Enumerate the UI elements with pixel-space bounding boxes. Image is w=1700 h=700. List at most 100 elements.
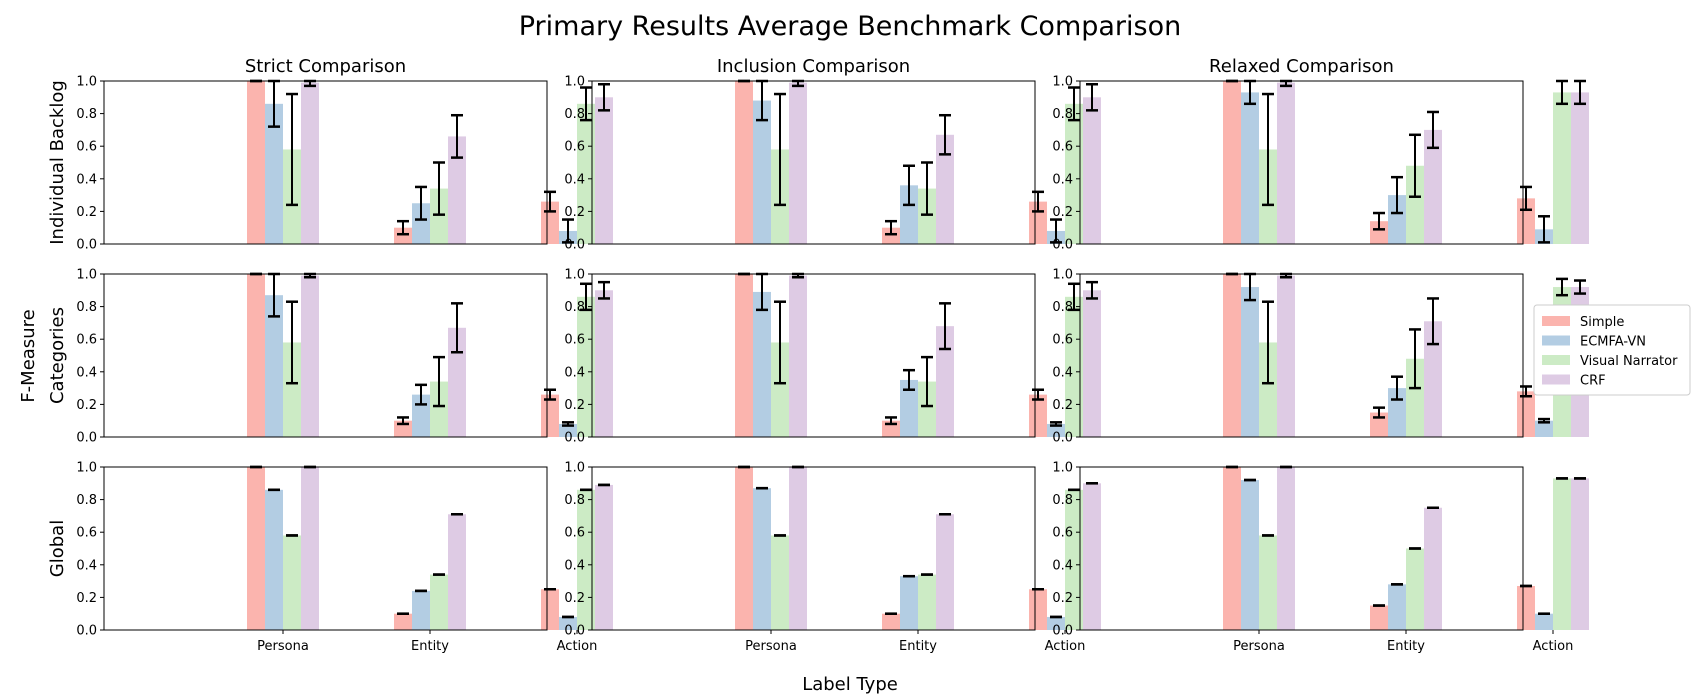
bar	[753, 291, 771, 437]
bar	[448, 514, 466, 630]
y-tick-label: 0.6	[76, 526, 97, 541]
x-tick-label: Persona	[257, 639, 309, 654]
bar	[753, 488, 771, 630]
y-tick-label: 0.2	[1052, 205, 1073, 220]
row-label: Individual Backlog	[47, 80, 68, 245]
bar	[918, 574, 936, 630]
bar	[1223, 81, 1241, 244]
bar	[394, 613, 412, 630]
bar	[1277, 275, 1295, 437]
bar	[1241, 287, 1259, 437]
y-tick-label: 0.8	[564, 107, 585, 122]
y-tick-label: 0.2	[1052, 398, 1073, 413]
y-tick-label: 1.0	[1052, 268, 1073, 283]
bar	[283, 342, 301, 437]
bar	[247, 467, 265, 630]
bar	[301, 467, 319, 630]
x-tick-label: Entity	[1387, 639, 1425, 654]
subplot-panel: Relaxed Comparison 0.0 0.2 0.4 0.6 0.8 1.0	[1052, 56, 1589, 253]
bar	[1571, 478, 1589, 630]
x-tick-label: Persona	[745, 639, 797, 654]
y-tick-label: 0.6	[564, 140, 585, 155]
bar	[1241, 92, 1259, 244]
bar	[789, 82, 807, 244]
y-tick-label: 0.8	[1052, 107, 1073, 122]
y-tick-label: 0.8	[76, 107, 97, 122]
bar	[1083, 483, 1101, 630]
bar	[936, 134, 954, 244]
y-tick-label: 0.4	[564, 365, 585, 380]
y-tick-label: 0.6	[76, 140, 97, 155]
bar	[1370, 605, 1388, 630]
y-tick-label: 0.4	[76, 558, 97, 573]
y-tick-label: 0.4	[76, 172, 97, 187]
legend-label: Simple	[1580, 315, 1624, 330]
bar	[1553, 478, 1571, 630]
x-tick-label: Action	[557, 639, 598, 654]
y-tick-label: 0.8	[564, 493, 585, 508]
y-tick-label: 0.4	[564, 172, 585, 187]
x-tick-label: Entity	[899, 639, 937, 654]
bar	[1223, 274, 1241, 437]
y-tick-label: 0.8	[1052, 493, 1073, 508]
bar	[265, 295, 283, 437]
bar	[918, 381, 936, 437]
bar	[559, 616, 577, 630]
bar	[1277, 467, 1295, 630]
bar	[1241, 480, 1259, 630]
bar	[412, 590, 430, 630]
y-tick-label: 0.0	[1052, 238, 1073, 253]
axes-frame	[591, 80, 1036, 245]
axes-frame	[103, 466, 548, 631]
y-tick-label: 0.0	[1052, 624, 1073, 639]
y-tick-label: 0.2	[76, 398, 97, 413]
bar	[1259, 342, 1277, 437]
bar	[1517, 391, 1535, 437]
bar	[1065, 296, 1083, 437]
y-axis-label: F-Measure	[18, 309, 39, 402]
y-tick-label: 0.4	[76, 365, 97, 380]
axes-frame	[1079, 273, 1524, 438]
legend: Simple ECMFA-VN Visual Narrator CRF	[1533, 304, 1691, 396]
bar	[1029, 394, 1047, 437]
bar	[595, 484, 613, 630]
row-label: Categories	[47, 307, 68, 404]
y-tick-label: 0.2	[76, 205, 97, 220]
bar	[559, 423, 577, 437]
y-tick-label: 0.6	[1052, 140, 1073, 155]
bar	[789, 467, 807, 630]
column-title: Relaxed Comparison	[1209, 56, 1394, 77]
x-axis-label: Label Type	[802, 674, 898, 695]
y-tick-label: 0.8	[1052, 300, 1073, 315]
bar	[301, 275, 319, 437]
x-tick-label: Persona	[1233, 639, 1285, 654]
bar	[577, 296, 595, 437]
y-tick-label: 0.6	[1052, 526, 1073, 541]
bar	[595, 97, 613, 244]
y-tick-label: 0.8	[564, 300, 585, 315]
y-tick-label: 0.4	[564, 558, 585, 573]
bar	[900, 576, 918, 630]
subplot-panel: 0.0 0.2 0.4 0.6 0.8 1.0 Persona Entity Action	[1052, 461, 1589, 654]
y-tick-label: 0.4	[1052, 172, 1073, 187]
bar	[577, 489, 595, 630]
bar	[1535, 613, 1553, 630]
bar	[1047, 616, 1065, 630]
bar	[1571, 92, 1589, 244]
bar	[301, 82, 319, 244]
bar	[900, 379, 918, 437]
bar	[936, 514, 954, 630]
y-tick-label: 1.0	[564, 75, 585, 90]
axes-frame	[103, 273, 548, 438]
bar	[1029, 589, 1047, 630]
y-tick-label: 0.6	[76, 333, 97, 348]
bar	[265, 489, 283, 630]
x-tick-label: Action	[1045, 639, 1086, 654]
x-tick-label: Action	[1533, 639, 1574, 654]
bar	[882, 227, 900, 244]
subplot-panel: 0.0 0.2 0.4 0.6 0.8 1.0	[76, 268, 613, 446]
bar	[1047, 423, 1065, 437]
bar	[1424, 507, 1442, 630]
